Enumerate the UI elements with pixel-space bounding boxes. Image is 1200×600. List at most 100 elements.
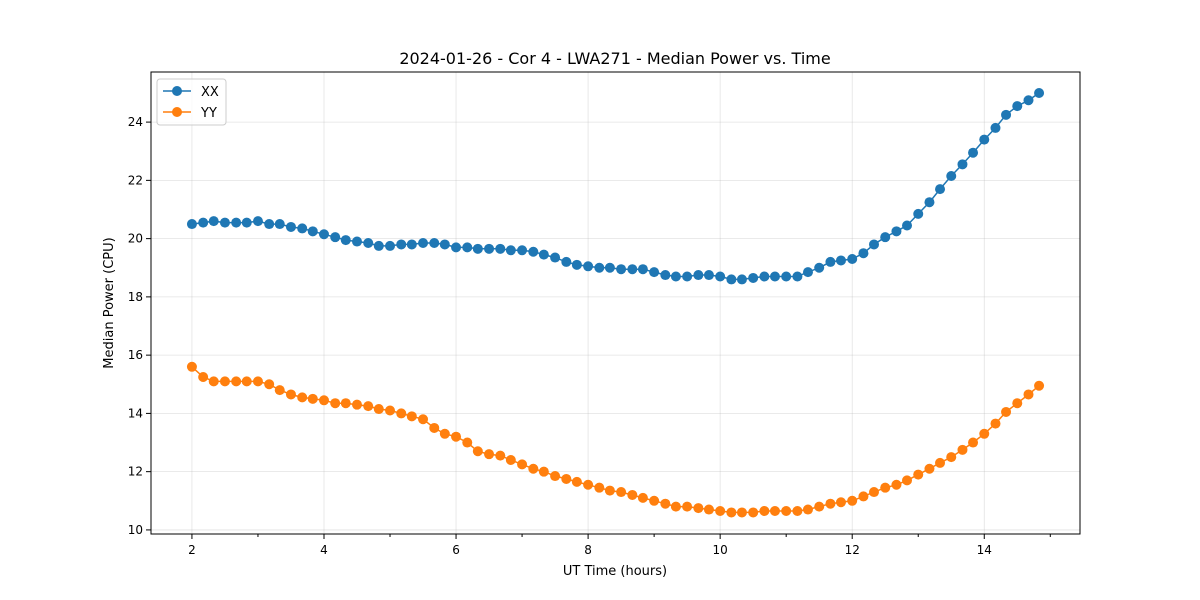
data-point-xx	[385, 240, 396, 251]
data-point-yy	[505, 455, 516, 466]
data-point-xx	[484, 243, 495, 254]
x-tick-label: 14	[977, 543, 992, 557]
data-point-xx	[439, 239, 450, 250]
data-point-yy	[462, 437, 473, 448]
data-point-xx	[715, 271, 726, 282]
data-point-xx	[748, 272, 759, 283]
legend-label-xx: XX	[201, 85, 219, 100]
data-point-yy	[946, 452, 957, 463]
data-point-xx	[726, 274, 737, 285]
data-point-xx	[528, 246, 539, 257]
data-point-xx	[649, 267, 660, 278]
data-point-yy	[363, 401, 374, 412]
data-point-xx	[241, 217, 252, 228]
data-point-yy	[924, 463, 935, 474]
data-point-xx	[769, 271, 780, 282]
data-point-yy	[418, 414, 429, 425]
x-tick-label: 6	[452, 543, 460, 557]
data-point-yy	[396, 408, 407, 419]
data-point-xx	[847, 254, 858, 265]
data-point-yy	[1012, 398, 1023, 409]
data-point-yy	[736, 507, 747, 518]
data-point-xx	[373, 240, 384, 251]
data-point-yy	[198, 371, 209, 382]
data-point-xx	[297, 223, 308, 234]
data-point-xx	[979, 134, 990, 145]
data-point-xx	[318, 229, 329, 240]
data-point-yy	[528, 463, 539, 474]
data-point-xx	[252, 216, 263, 227]
y-tick-label: 18	[128, 290, 143, 304]
data-point-xx	[418, 237, 429, 248]
data-point-xx	[429, 237, 440, 248]
data-point-xx	[451, 242, 462, 253]
data-point-yy	[637, 492, 648, 503]
data-point-yy	[231, 376, 242, 387]
y-axis-label: Median Power (CPU)	[102, 237, 117, 368]
legend: XX YY	[156, 78, 227, 126]
data-point-xx	[682, 271, 693, 282]
data-point-yy	[208, 376, 219, 387]
data-point-xx	[274, 219, 285, 230]
data-point-yy	[241, 376, 252, 387]
chart-title: 2024-01-26 - Cor 4 - LWA271 - Median Pow…	[399, 49, 830, 68]
y-tick-label: 12	[128, 465, 143, 479]
data-point-xx	[495, 243, 506, 254]
data-point-xx	[1001, 109, 1012, 120]
data-point-xx	[913, 208, 924, 219]
data-point-yy	[330, 398, 341, 409]
x-tick-label: 4	[320, 543, 328, 557]
data-point-yy	[373, 404, 384, 415]
data-point-yy	[1034, 380, 1045, 391]
data-point-yy	[352, 399, 363, 410]
data-point-yy	[825, 498, 836, 509]
data-point-xx	[637, 264, 648, 275]
data-point-xx	[660, 270, 671, 281]
data-point-yy	[880, 482, 891, 493]
data-point-xx	[396, 239, 407, 250]
data-point-yy	[186, 361, 197, 372]
data-point-yy	[781, 505, 792, 516]
data-point-xx	[703, 270, 714, 281]
data-point-xx	[990, 122, 1001, 133]
data-point-yy	[439, 428, 450, 439]
data-point-yy	[868, 487, 879, 498]
axes-frame	[150, 71, 1081, 535]
legend-label-yy: YY	[200, 106, 217, 121]
data-point-xx	[550, 252, 561, 263]
data-point-yy	[472, 446, 483, 457]
data-point-xx	[285, 221, 296, 232]
data-point-xx	[957, 159, 968, 170]
data-point-yy	[649, 495, 660, 506]
data-point-xx	[330, 232, 341, 243]
data-point-yy	[990, 418, 1001, 429]
data-point-yy	[802, 504, 813, 515]
data-point-yy	[484, 449, 495, 460]
data-point-xx	[968, 147, 979, 158]
data-point-yy	[550, 471, 561, 482]
data-point-xx	[792, 271, 803, 282]
data-point-xx	[231, 217, 242, 228]
data-point-yy	[495, 450, 506, 461]
data-point-xx	[472, 243, 483, 254]
x-tick-label: 10	[713, 543, 728, 557]
data-point-xx	[946, 170, 957, 181]
data-point-xx	[935, 184, 946, 195]
data-point-xx	[406, 239, 417, 250]
data-point-yy	[451, 431, 462, 442]
data-point-xx	[1023, 95, 1034, 106]
data-point-xx	[835, 255, 846, 266]
data-point-yy	[902, 475, 913, 486]
data-point-yy	[538, 466, 549, 477]
data-point-yy	[406, 411, 417, 422]
data-point-yy	[429, 422, 440, 433]
data-point-xx	[736, 274, 747, 285]
series-layer	[186, 87, 1045, 518]
data-point-yy	[385, 405, 396, 416]
data-point-xx	[517, 245, 528, 256]
data-point-yy	[264, 379, 275, 390]
data-point-yy	[297, 392, 308, 403]
data-point-xx	[198, 217, 209, 228]
